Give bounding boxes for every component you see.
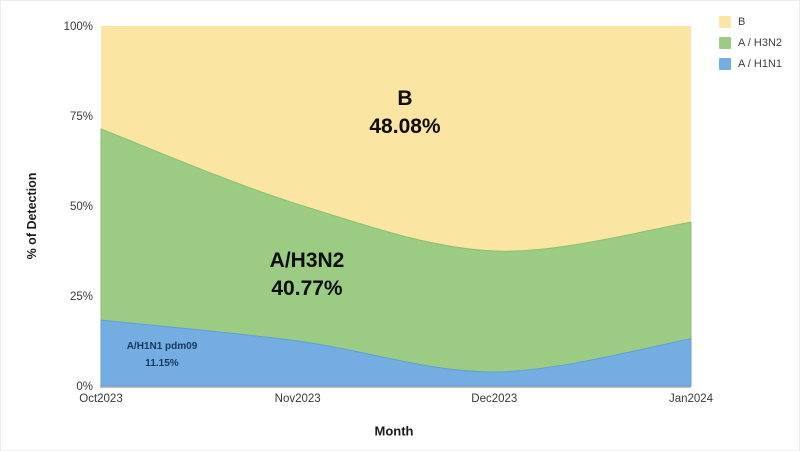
annotation-b-value: 48.08% bbox=[369, 115, 441, 138]
x-tick-label: Nov2023 bbox=[275, 393, 321, 405]
y-axis-title: % of Detection bbox=[25, 172, 39, 260]
legend-item-b: B bbox=[719, 16, 782, 28]
annotation-series-b: B 48.08% bbox=[369, 85, 440, 141]
x-tick-label: Jan2024 bbox=[669, 393, 714, 405]
legend-swatch-h1n1 bbox=[719, 58, 731, 70]
y-tick-label: 75% bbox=[70, 111, 93, 123]
legend-label-b: B bbox=[738, 16, 746, 28]
annotation-series-h1n1: A/H1N1 pdm09 11.15% bbox=[127, 338, 198, 372]
x-tick-label: Oct2023 bbox=[79, 393, 122, 405]
annotation-h1n1-name: A/H1N1 pdm09 bbox=[126, 341, 198, 352]
area-ah3n2 bbox=[100, 128, 692, 387]
annotation-h3n2-value: 40.77% bbox=[271, 277, 343, 300]
legend-swatch-h3n2 bbox=[719, 37, 731, 49]
legend-item-h1n1: A / H1N1 bbox=[719, 58, 782, 70]
legend-label-h3n2: A / H3N2 bbox=[738, 37, 783, 49]
x-axis-title: Month bbox=[374, 423, 414, 439]
area-ah1n1 bbox=[100, 319, 692, 387]
y-tick-label: 25% bbox=[70, 291, 93, 303]
legend-label-h1n1: A / H1N1 bbox=[738, 58, 783, 70]
annotation-series-h3n2: A/H3N2 40.77% bbox=[270, 247, 345, 303]
y-tick-label: 50% bbox=[70, 201, 93, 213]
legend-item-h3n2: A / H3N2 bbox=[719, 37, 782, 49]
annotation-h3n2-name: A/H3N2 bbox=[269, 249, 345, 272]
legend-swatch-b bbox=[719, 16, 731, 28]
annotation-h1n1-value: 11.15% bbox=[145, 358, 179, 369]
legend: B A / H3N2 A / H1N1 bbox=[719, 16, 782, 70]
y-tick-label: 100% bbox=[64, 21, 93, 33]
annotation-b-name: B bbox=[397, 87, 413, 110]
y-tick-label: 0% bbox=[76, 381, 93, 393]
x-tick-label: Dec2023 bbox=[471, 393, 517, 405]
